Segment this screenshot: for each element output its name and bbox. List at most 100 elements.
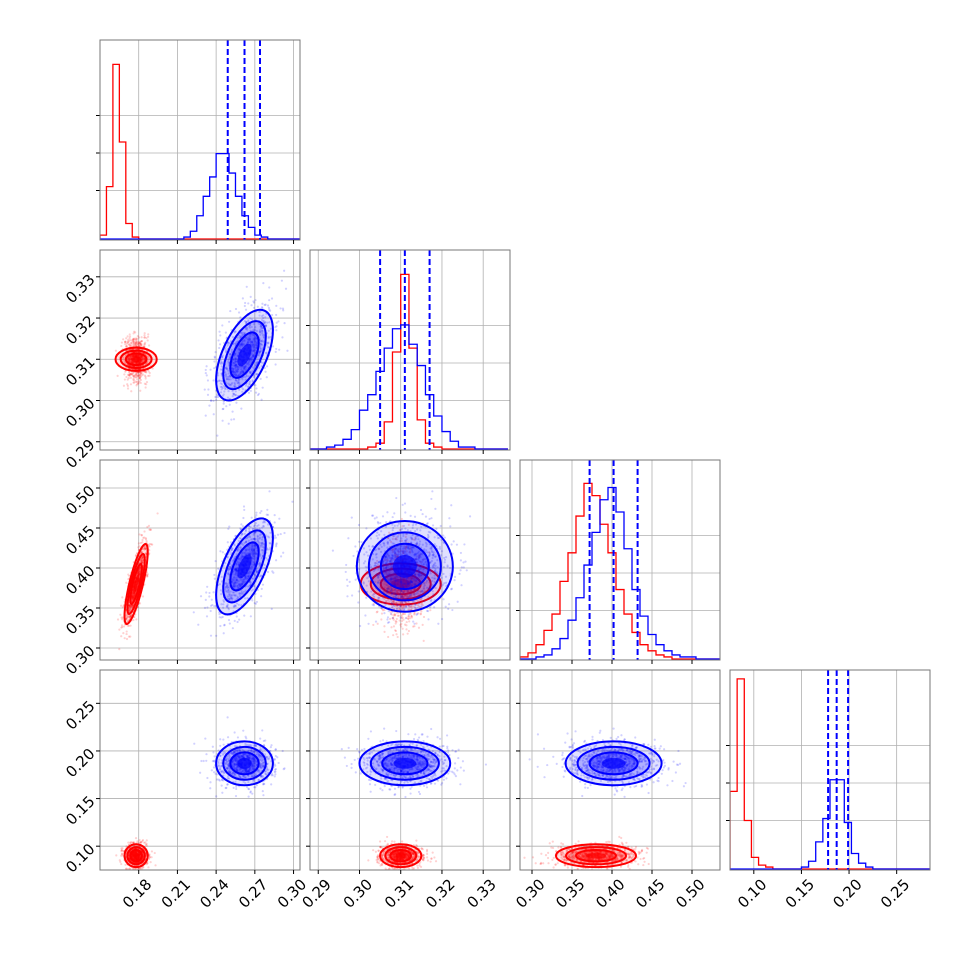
sample-point bbox=[219, 625, 221, 627]
sample-point bbox=[376, 611, 378, 613]
sample-point bbox=[258, 393, 260, 395]
sample-point bbox=[131, 342, 133, 344]
sample-point bbox=[286, 350, 288, 352]
sample-point bbox=[137, 335, 139, 337]
sample-point bbox=[129, 339, 131, 341]
sample-point bbox=[121, 624, 123, 626]
sample-point bbox=[271, 608, 273, 610]
sample-point bbox=[143, 334, 145, 336]
sample-point bbox=[142, 595, 144, 597]
sample-point bbox=[243, 509, 245, 511]
sample-point bbox=[407, 633, 409, 635]
sample-point bbox=[248, 392, 250, 394]
sample-point bbox=[402, 633, 404, 635]
sample-point bbox=[222, 408, 224, 410]
sample-point bbox=[402, 613, 404, 615]
sample-point bbox=[254, 516, 256, 518]
sample-point bbox=[357, 601, 359, 603]
sample-point bbox=[139, 390, 141, 392]
sample-point bbox=[128, 374, 130, 376]
sample-point bbox=[275, 559, 277, 561]
sample-point bbox=[271, 297, 273, 299]
sample-point bbox=[280, 555, 282, 557]
sample-point bbox=[222, 420, 224, 422]
sample-point bbox=[130, 390, 132, 392]
sample-point bbox=[145, 383, 147, 385]
sample-point bbox=[235, 308, 237, 310]
blue-histogram bbox=[310, 325, 508, 449]
sample-point bbox=[207, 379, 209, 381]
sample-point bbox=[210, 400, 212, 402]
sample-point bbox=[275, 348, 277, 350]
sample-point bbox=[242, 297, 244, 299]
sample-point bbox=[124, 371, 126, 373]
sample-point bbox=[235, 402, 237, 404]
sample-point bbox=[410, 615, 412, 617]
sample-point bbox=[282, 307, 284, 309]
sample-point bbox=[261, 303, 263, 305]
sample-point bbox=[150, 529, 152, 531]
sample-point bbox=[261, 399, 263, 401]
sample-point bbox=[404, 624, 406, 626]
sample-point bbox=[144, 374, 146, 376]
sample-point bbox=[332, 550, 334, 552]
sample-point bbox=[215, 635, 217, 637]
sample-point bbox=[451, 609, 453, 611]
sample-point bbox=[124, 343, 126, 345]
sample-point bbox=[262, 584, 264, 586]
sample-point bbox=[291, 501, 293, 503]
sample-point bbox=[124, 637, 126, 639]
sample-point bbox=[448, 603, 450, 605]
sample-point bbox=[274, 521, 276, 523]
sample-point bbox=[227, 541, 229, 543]
sample-point bbox=[277, 534, 279, 536]
sample-point bbox=[351, 517, 353, 519]
sample-point bbox=[405, 628, 407, 630]
sample-point bbox=[395, 633, 397, 635]
blue-histogram bbox=[100, 154, 300, 239]
sample-point bbox=[271, 570, 273, 572]
sample-point bbox=[401, 620, 403, 622]
sample-point bbox=[125, 376, 127, 378]
sample-point bbox=[223, 632, 225, 634]
sample-point bbox=[208, 595, 210, 597]
sample-point bbox=[254, 299, 256, 301]
sample-point bbox=[137, 546, 139, 548]
sample-point bbox=[125, 582, 127, 584]
sample-point bbox=[389, 618, 391, 620]
sample-point bbox=[136, 340, 138, 342]
sample-point bbox=[250, 615, 252, 617]
sample-point bbox=[254, 602, 256, 604]
sample-point bbox=[345, 571, 347, 573]
sample-point bbox=[402, 617, 404, 619]
sample-point bbox=[138, 542, 140, 544]
sample-point bbox=[205, 369, 207, 371]
sample-point bbox=[405, 617, 407, 619]
sample-point bbox=[120, 616, 122, 618]
sample-point bbox=[137, 375, 139, 377]
sample-point bbox=[120, 605, 122, 607]
sample-point bbox=[125, 337, 127, 339]
sample-point bbox=[204, 607, 206, 609]
sample-point bbox=[359, 625, 361, 627]
sample-point bbox=[383, 631, 385, 633]
sample-point bbox=[255, 514, 257, 516]
sample-point bbox=[118, 648, 120, 650]
sample-point bbox=[278, 518, 280, 520]
panel-frame bbox=[100, 40, 300, 240]
sample-point bbox=[211, 599, 213, 601]
sample-point bbox=[245, 309, 247, 311]
sample-point bbox=[275, 314, 277, 316]
sample-point bbox=[392, 634, 394, 636]
sample-point bbox=[250, 390, 252, 392]
sample-point bbox=[251, 517, 253, 519]
sample-point bbox=[431, 490, 433, 492]
sample-point bbox=[136, 383, 138, 385]
sample-point bbox=[408, 620, 410, 622]
sample-point bbox=[275, 537, 277, 539]
sample-point bbox=[150, 543, 152, 545]
sample-point bbox=[393, 625, 395, 627]
sample-point bbox=[205, 415, 207, 417]
sample-point bbox=[217, 568, 219, 570]
